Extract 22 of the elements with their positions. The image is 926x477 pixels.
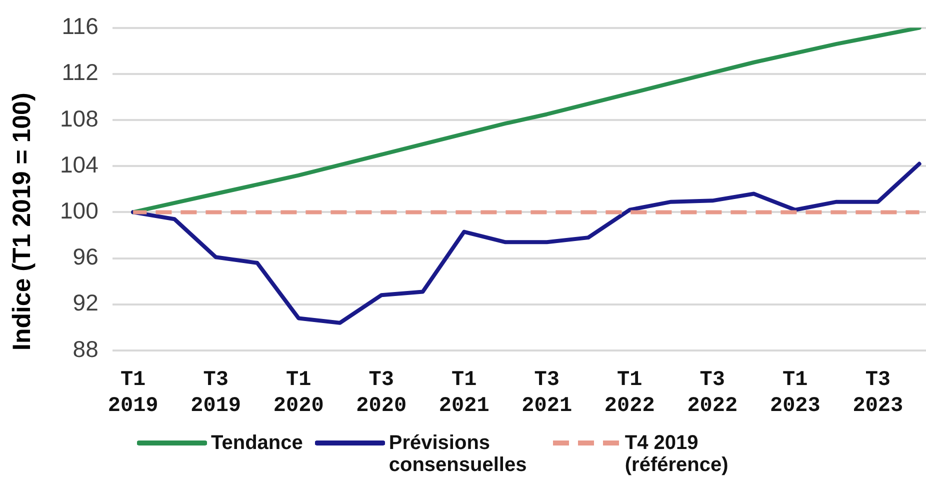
x-tick-label: T3 2020 [356,368,407,418]
y-tick-label: 100 [60,198,98,224]
x-tick-label: T3 2022 [687,368,738,418]
x-tick-label: T1 2021 [438,368,490,418]
y-tick-label: 116 [62,13,98,40]
x-tick-label: T3 2019 [190,368,242,418]
legend-label: T4 2019 (référence) [624,432,730,476]
x-tick-label: T3 2023 [852,368,904,418]
y-tick-label: 112 [62,59,98,86]
y-tick-label: 96 [72,244,98,270]
y-tick-label: 108 [60,105,98,132]
y-tick-label: 88 [72,336,98,362]
y-tick-label: 92 [72,290,98,316]
x-tick-label: T1 2019 [108,368,158,418]
legend-label: Prévisions consensuelles [388,432,528,476]
x-tick-label: T3 2021 [522,368,572,418]
y-tick-label: 104 [60,151,99,178]
x-tick-label: T1 2020 [273,368,324,418]
y-axis-title: Indice (T1 2019 = 100) [8,92,36,350]
legend-label: Tendance [211,432,303,454]
x-tick-label: T1 2022 [604,368,655,418]
x-tick-label: T1 2023 [770,368,820,418]
